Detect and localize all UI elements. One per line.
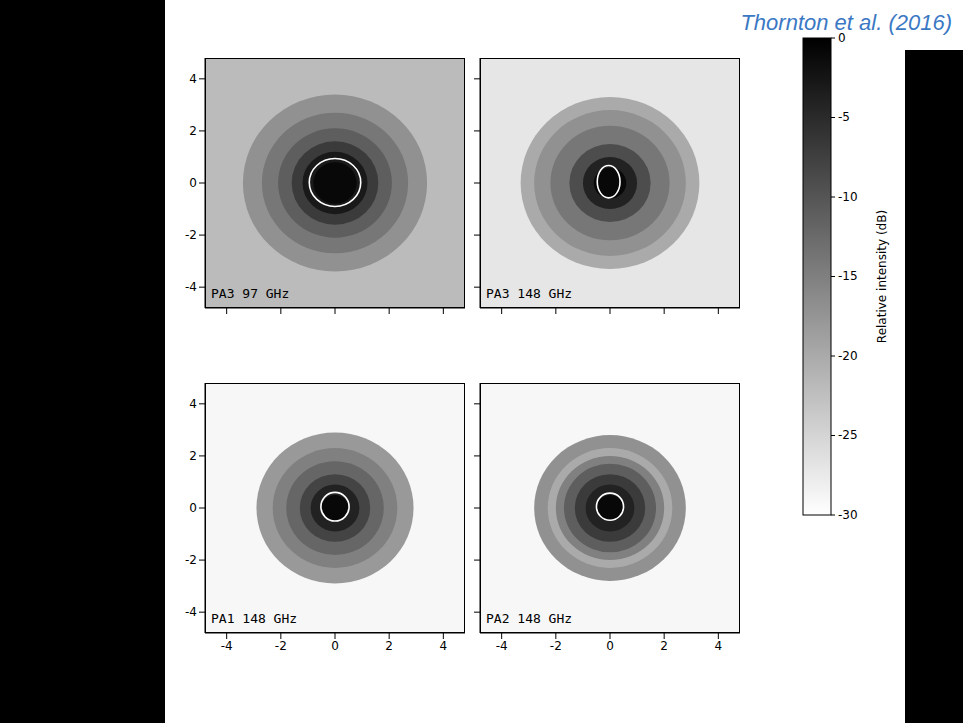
html-text:PA2 148 GHz: PA2 148 GHz: [486, 611, 573, 626]
svg-text:2: 2: [189, 124, 197, 138]
html-text:Thornton et al. (2016): Thornton et al. (2016): [740, 10, 952, 35]
svg-text:Relative intensity (dB): Relative intensity (dB): [875, 210, 889, 343]
svg-text:-10: -10: [838, 190, 858, 204]
svg-text:2: 2: [385, 639, 393, 653]
svg-text:2: 2: [660, 639, 668, 653]
svg-text:-2: -2: [185, 553, 197, 567]
svg-text:4: 4: [715, 639, 723, 653]
svg-text:-2: -2: [550, 639, 562, 653]
svg-text:0: 0: [606, 639, 614, 653]
svg-text:-4: -4: [185, 280, 197, 294]
svg-text:2: 2: [189, 449, 197, 463]
svg-text:-4: -4: [221, 639, 233, 653]
svg-text:4: 4: [189, 397, 197, 411]
svg-text:-25: -25: [838, 428, 858, 442]
svg-text:-20: -20: [838, 349, 858, 363]
svg-text:0: 0: [189, 176, 197, 190]
svg-text:0: 0: [189, 501, 197, 515]
html-text:PA3 148 GHz: PA3 148 GHz: [486, 286, 573, 301]
svg-text:-5: -5: [838, 110, 850, 124]
svg-text:-4: -4: [496, 639, 508, 653]
html-text:PA3 97 GHz: PA3 97 GHz: [211, 286, 290, 301]
svg-text:-2: -2: [275, 639, 287, 653]
svg-text:4: 4: [440, 639, 448, 653]
svg-text:-4: -4: [185, 605, 197, 619]
svg-text:-30: -30: [838, 508, 858, 522]
svg-text:0: 0: [838, 31, 846, 45]
svg-text:-15: -15: [838, 269, 858, 283]
svg-text:4: 4: [189, 72, 197, 86]
svg-text:-2: -2: [185, 228, 197, 242]
svg-text:0: 0: [331, 639, 339, 653]
html-text:PA1 148 GHz: PA1 148 GHz: [211, 611, 298, 626]
